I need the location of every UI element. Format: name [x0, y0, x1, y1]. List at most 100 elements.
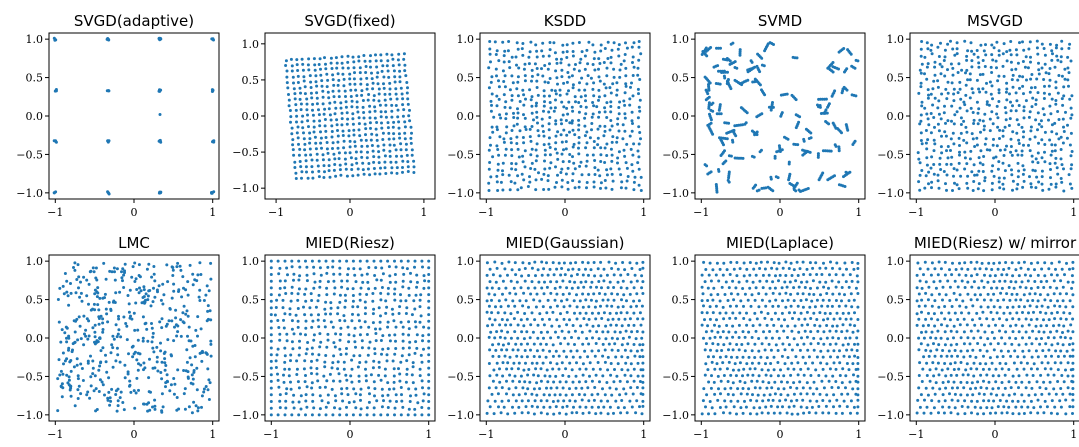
scatter-point: [56, 298, 60, 301]
scatter-point: [131, 265, 135, 269]
scatter-point: [579, 95, 583, 99]
scatter-point: [560, 140, 564, 144]
scatter-point: [1062, 130, 1066, 133]
scatter-point: [307, 57, 311, 61]
scatter-point: [593, 166, 597, 170]
scatter-point: [1040, 156, 1044, 160]
y-tick-label: 0.5: [672, 72, 690, 85]
scatter-point: [635, 292, 639, 296]
scatter-point: [608, 86, 612, 90]
scatter-point: [93, 330, 97, 334]
scatter-point: [340, 61, 344, 65]
scatter-point: [498, 380, 502, 384]
scatter-point: [516, 116, 520, 120]
scatter-point: [757, 305, 761, 309]
scatter-point: [332, 279, 336, 283]
scatter-point: [786, 393, 790, 397]
scatter-point: [296, 69, 300, 72]
scatter-point: [284, 392, 288, 396]
scatter-point: [348, 77, 352, 81]
scatter-point: [565, 56, 569, 59]
scatter-point: [1003, 342, 1007, 346]
scatter-point: [597, 88, 601, 92]
y-tick-label: 0.5: [242, 294, 260, 307]
scatter-point: [786, 367, 790, 371]
scatter-point: [1053, 143, 1057, 147]
scatter-point: [570, 368, 574, 372]
scatter-point: [628, 261, 632, 265]
scatter-point: [323, 325, 327, 329]
scatter-point: [838, 317, 842, 321]
scatter-point: [738, 311, 742, 315]
scatter-point: [306, 113, 309, 117]
scatter-point: [413, 265, 416, 269]
scatter-point: [372, 167, 376, 170]
scatter-point: [150, 340, 154, 344]
scatter-point: [398, 75, 402, 79]
scatter-point: [541, 305, 545, 309]
scatter-point: [1032, 406, 1036, 410]
scatter-point: [427, 326, 431, 330]
scatter-point: [86, 361, 90, 365]
scatter-point: [917, 374, 921, 377]
scatter-point: [561, 50, 565, 54]
scatter-point: [315, 158, 319, 162]
scatter-point: [91, 359, 95, 363]
scatter-point: [801, 292, 805, 296]
scatter-point: [716, 330, 720, 334]
scatter-point: [555, 181, 558, 184]
scatter-point: [297, 353, 301, 357]
scatter-point: [318, 394, 322, 398]
scatter-point: [799, 392, 803, 396]
scatter-point: [1054, 156, 1058, 160]
scatter-point: [992, 46, 996, 50]
scatter-point: [152, 265, 156, 268]
scatter-point: [603, 106, 607, 110]
scatter-point: [82, 343, 86, 347]
scatter-point: [753, 356, 757, 359]
scatter-point: [352, 77, 356, 81]
scatter-point: [516, 323, 520, 327]
scatter-point: [834, 380, 838, 383]
scatter-point: [332, 83, 336, 87]
scatter-point: [796, 274, 800, 277]
scatter-point: [111, 346, 115, 350]
scatter-point: [754, 329, 758, 333]
scatter-point: [968, 342, 972, 346]
scatter-point: [389, 160, 393, 164]
scatter-point: [739, 299, 743, 303]
scatter-point: [959, 393, 963, 397]
scatter-point: [269, 353, 273, 357]
scatter-point: [134, 391, 138, 395]
scatter-point: [1022, 399, 1026, 403]
scatter-point: [288, 307, 292, 311]
scatter-point: [630, 81, 633, 85]
scatter-point: [554, 134, 558, 138]
scatter-point: [109, 307, 113, 311]
scatter-point: [1046, 373, 1050, 377]
scatter-point: [1050, 130, 1054, 134]
scatter-point: [318, 285, 322, 289]
scatter-point: [1022, 143, 1025, 147]
scatter-point: [814, 411, 818, 415]
scatter-point: [973, 405, 977, 409]
scatter-point: [383, 92, 387, 96]
scatter-point: [922, 336, 926, 340]
scatter-point: [1032, 362, 1036, 366]
scatter-point: [1059, 148, 1063, 151]
scatter-point: [105, 370, 109, 374]
scatter-point: [1037, 68, 1041, 72]
scatter-point: [766, 185, 770, 189]
scatter-point: [99, 349, 103, 353]
scatter-point: [338, 407, 342, 411]
scatter-point: [409, 125, 413, 129]
scatter-point: [542, 188, 546, 191]
scatter-point: [804, 361, 807, 365]
scatter-point: [519, 318, 523, 322]
scatter-point: [196, 334, 199, 338]
scatter-point: [269, 379, 273, 383]
scatter-point: [597, 349, 601, 353]
scatter-point: [147, 376, 151, 380]
scatter-point: [383, 374, 387, 378]
scatter-point: [829, 260, 832, 264]
